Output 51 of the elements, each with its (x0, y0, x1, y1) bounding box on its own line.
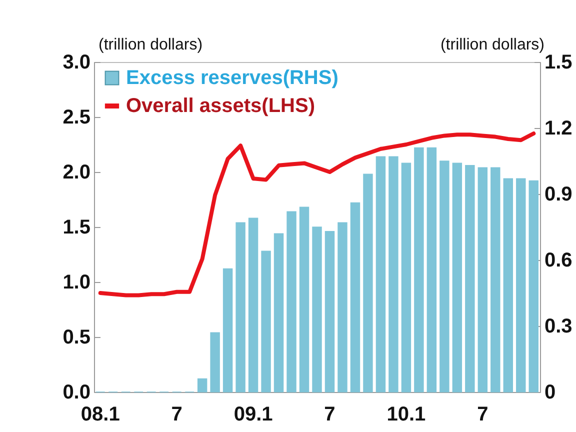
legend-label: Excess reserves(RHS) (126, 67, 338, 89)
y2-tick-label: 0.3 (544, 316, 572, 338)
y-tick-label: 0.0 (62, 382, 90, 404)
x-tick-label: 7 (171, 404, 182, 426)
bar (516, 178, 526, 392)
y2-axis-title: (trillion dollars) (440, 36, 544, 54)
bar (440, 160, 450, 392)
bar (490, 167, 500, 392)
bar (503, 178, 514, 392)
y-tick-label: 0.5 (62, 326, 90, 348)
bar (414, 147, 424, 392)
bar (465, 165, 475, 392)
bar (286, 211, 296, 392)
bar (324, 231, 335, 392)
bar (478, 167, 488, 392)
y-tick-label: 2.5 (62, 106, 90, 128)
bar (376, 156, 386, 392)
bar (363, 174, 373, 392)
y2-tick-label: 0.6 (544, 250, 572, 272)
bar (261, 250, 271, 392)
y-axis-title: (trillion dollars) (98, 36, 203, 54)
bar (312, 226, 322, 392)
bar (299, 206, 310, 392)
bar (210, 332, 220, 392)
x-tick-label: 08.1 (80, 404, 120, 426)
line-series (98, 132, 536, 298)
x-tick-label: 7 (477, 404, 488, 426)
x-tick-label: 09.1 (234, 404, 273, 426)
y2-tick-label: 0 (544, 382, 556, 404)
y-tick-label: 3.0 (62, 52, 90, 74)
x-tick-label: 10.1 (386, 404, 426, 426)
bar (388, 156, 398, 392)
bar (426, 147, 437, 392)
bar (248, 218, 258, 392)
y-tick-label: 2.0 (62, 162, 90, 184)
bar (528, 180, 538, 392)
x-tick-label: 7 (324, 404, 336, 426)
y-tick-label: 1.5 (62, 216, 90, 238)
bar (452, 162, 462, 392)
y2-tick-label: 1.5 (544, 52, 572, 74)
bar (222, 268, 233, 392)
bar (236, 222, 246, 392)
bar (274, 233, 284, 392)
bar (350, 202, 360, 392)
y2-tick-label: 0.9 (544, 184, 572, 206)
bar (197, 378, 208, 392)
bar (401, 162, 412, 392)
y2-tick-label: 1.2 (544, 118, 572, 140)
bar (338, 222, 348, 392)
legend-label: Overall assets(LHS) (126, 95, 315, 117)
y-tick-label: 1.0 (62, 272, 90, 294)
